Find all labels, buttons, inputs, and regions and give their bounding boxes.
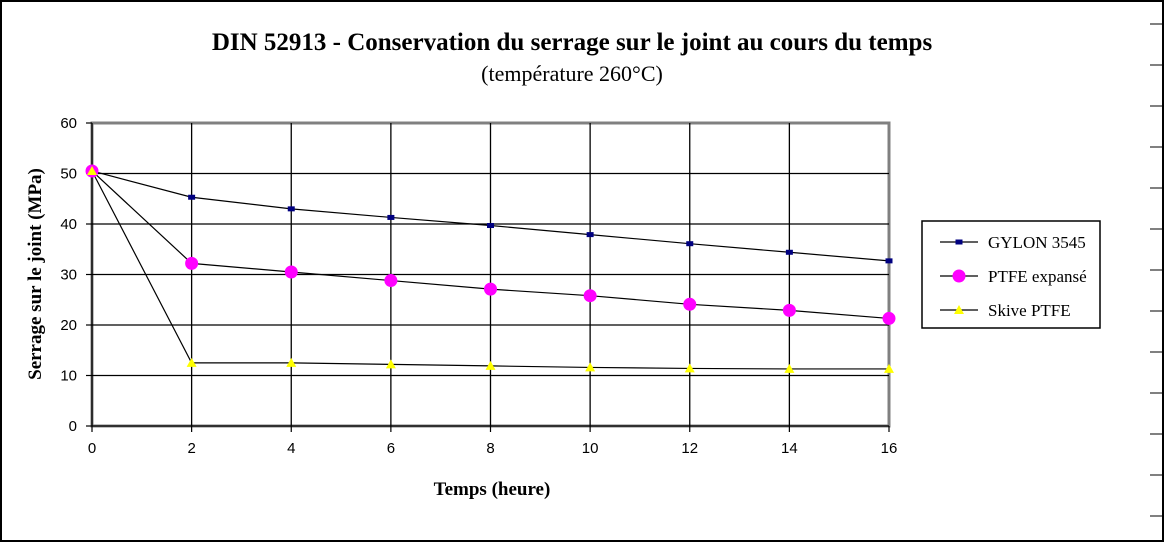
- data-point-square: [885, 258, 893, 264]
- data-point-circle: [284, 265, 298, 279]
- data-point-square: [785, 249, 793, 255]
- y-tick-label: 60: [60, 115, 77, 132]
- y-tick-label: 50: [60, 166, 77, 183]
- data-point-circle: [683, 297, 697, 311]
- x-tick-label: 16: [881, 440, 898, 457]
- data-point-triangle: [684, 363, 695, 373]
- series-markers: [85, 164, 896, 373]
- data-point-square: [387, 214, 395, 220]
- data-point-circle: [185, 256, 199, 270]
- chart-subtitle: (température 260°C): [481, 61, 663, 86]
- legend-label: Skive PTFE: [988, 301, 1071, 320]
- x-tick-label: 4: [287, 440, 295, 457]
- y-tick-label: 20: [60, 317, 77, 334]
- x-tick-label: 10: [582, 440, 599, 457]
- x-tick-label: 6: [387, 440, 395, 457]
- x-tick-label: 12: [681, 440, 698, 457]
- edge-ticks: [1150, 23, 1163, 517]
- data-point-square: [586, 232, 594, 238]
- legend-label: PTFE expansé: [988, 267, 1087, 286]
- data-point-triangle: [87, 165, 97, 175]
- data-point-triangle: [385, 359, 396, 369]
- data-point-circle: [583, 289, 597, 303]
- data-point-circle: [384, 274, 398, 288]
- data-point-triangle: [954, 305, 964, 314]
- data-point-circle: [782, 303, 796, 317]
- legend: GYLON 3545 PTFE expansé Skive PTFE: [921, 220, 1101, 329]
- x-tick-label: 0: [88, 440, 96, 457]
- data-point-square: [287, 206, 295, 212]
- x-axis-label: Temps (heure): [434, 479, 551, 500]
- y-tick-label: 40: [60, 216, 77, 233]
- chart-title: DIN 52913 - Conservation du serrage sur …: [212, 29, 933, 56]
- data-point-circle: [952, 269, 966, 283]
- y-tick-label: 0: [69, 418, 77, 435]
- data-point-square: [686, 241, 694, 247]
- x-tick-label: 14: [781, 440, 798, 457]
- y-axis-label: Serrage sur le joint (MPa): [25, 168, 46, 380]
- y-tick-label: 10: [60, 368, 77, 385]
- data-point-circle: [484, 282, 497, 296]
- grid: [92, 123, 889, 426]
- x-tick-label: 2: [187, 440, 195, 457]
- tick-labels: 0 10 20 30 40 50 60 0 2 4 6 8 10 12 14 16: [60, 115, 897, 457]
- data-point-square: [188, 194, 196, 200]
- y-tick-label: 30: [60, 267, 77, 284]
- data-point-triangle: [485, 360, 496, 370]
- data-point-circle: [882, 311, 896, 325]
- legend-label: GYLON 3545: [988, 233, 1086, 252]
- data-point-triangle: [286, 357, 297, 367]
- x-tick-label: 8: [486, 440, 494, 457]
- data-point-square: [955, 239, 963, 245]
- data-point-triangle: [884, 363, 894, 373]
- data-point-triangle: [585, 362, 596, 372]
- data-point-triangle: [186, 357, 197, 367]
- data-point-square: [487, 223, 494, 229]
- data-point-triangle: [784, 363, 795, 373]
